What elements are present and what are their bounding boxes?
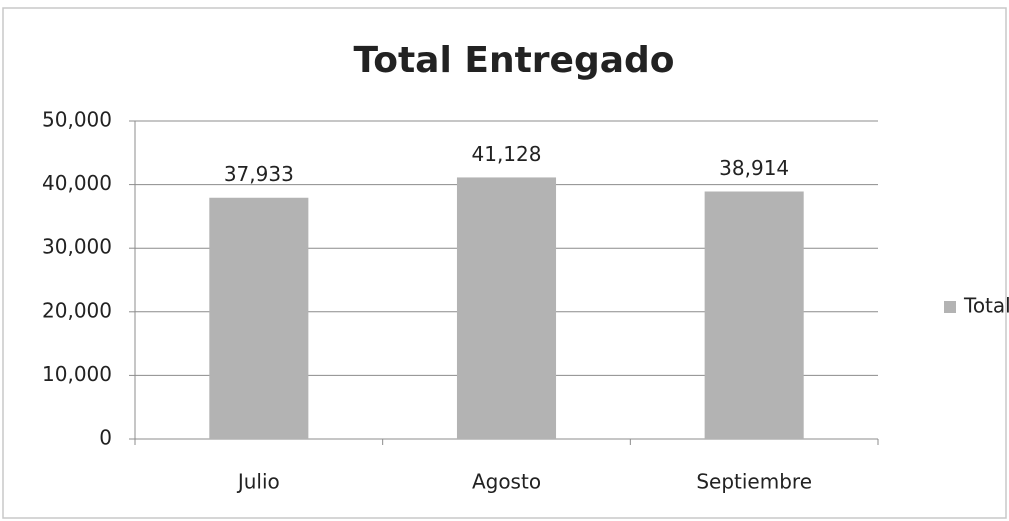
y-tick-label: 30,000 [42,235,112,259]
data-label: 37,933 [224,162,294,186]
bar [704,191,804,439]
y-tick-label: 10,000 [42,362,112,386]
data-label: 41,128 [472,142,542,166]
x-tick-label: Agosto [472,470,541,494]
x-tick-label: Septiembre [696,470,812,494]
legend-swatch [944,301,956,313]
y-tick-label: 50,000 [42,108,112,132]
legend-label: Total [963,294,1009,318]
x-tick-label: Julio [236,470,280,494]
y-tick-label: 20,000 [42,298,112,322]
chart-title: Total Entregado [353,40,674,81]
bar [209,197,309,439]
y-tick-label: 0 [99,426,112,450]
data-label: 38,914 [719,156,789,180]
y-tick-label: 40,000 [42,171,112,195]
bar [456,177,557,440]
